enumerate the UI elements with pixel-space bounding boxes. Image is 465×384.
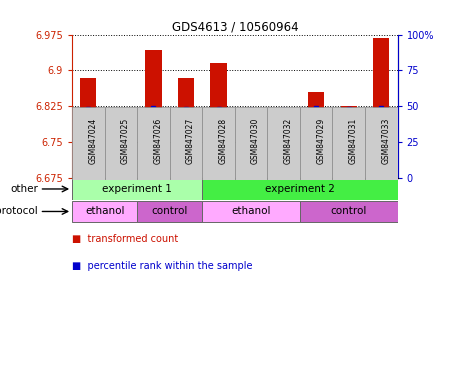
Text: GSM847024: GSM847024 [88, 118, 97, 164]
Text: GSM847028: GSM847028 [219, 118, 227, 164]
Text: experiment 2: experiment 2 [265, 184, 335, 194]
Bar [170, 107, 202, 180]
Text: other: other [10, 184, 38, 194]
Bar [72, 201, 137, 222]
Bar [275, 121, 292, 178]
Bar [113, 149, 129, 178]
Bar [210, 63, 227, 178]
Bar [72, 107, 105, 180]
Bar [137, 107, 170, 180]
Text: GSM847027: GSM847027 [186, 118, 195, 164]
Text: ethanol: ethanol [85, 207, 124, 217]
Text: GSM847025: GSM847025 [121, 118, 130, 164]
Bar [72, 178, 202, 200]
Text: ethanol: ethanol [232, 207, 271, 217]
Text: experiment 1: experiment 1 [102, 184, 172, 194]
Text: ■  transformed count: ■ transformed count [72, 234, 178, 244]
Text: protocol: protocol [0, 207, 38, 217]
Bar [373, 38, 389, 178]
Text: GSM847033: GSM847033 [381, 118, 390, 164]
Text: control: control [152, 207, 188, 217]
Bar [235, 107, 267, 180]
Bar [178, 78, 194, 178]
Bar [202, 107, 235, 180]
Text: GSM847031: GSM847031 [349, 118, 358, 164]
Bar [340, 106, 357, 178]
Bar [80, 78, 97, 178]
Title: GDS4613 / 10560964: GDS4613 / 10560964 [172, 20, 298, 33]
Text: GSM847030: GSM847030 [251, 118, 260, 164]
Bar [145, 50, 161, 178]
Bar [308, 92, 324, 178]
Text: ■  percentile rank within the sample: ■ percentile rank within the sample [72, 261, 252, 271]
Bar [105, 107, 137, 180]
Bar [202, 201, 300, 222]
Text: GSM847032: GSM847032 [284, 118, 292, 164]
Bar [137, 201, 202, 222]
Text: GSM847029: GSM847029 [316, 118, 325, 164]
Bar [300, 201, 398, 222]
Bar [300, 107, 332, 180]
Text: GSM847026: GSM847026 [153, 118, 162, 164]
Bar [267, 107, 300, 180]
Bar [243, 109, 259, 178]
Text: control: control [331, 207, 367, 217]
Bar [332, 107, 365, 180]
Bar [202, 178, 398, 200]
Bar [365, 107, 398, 180]
